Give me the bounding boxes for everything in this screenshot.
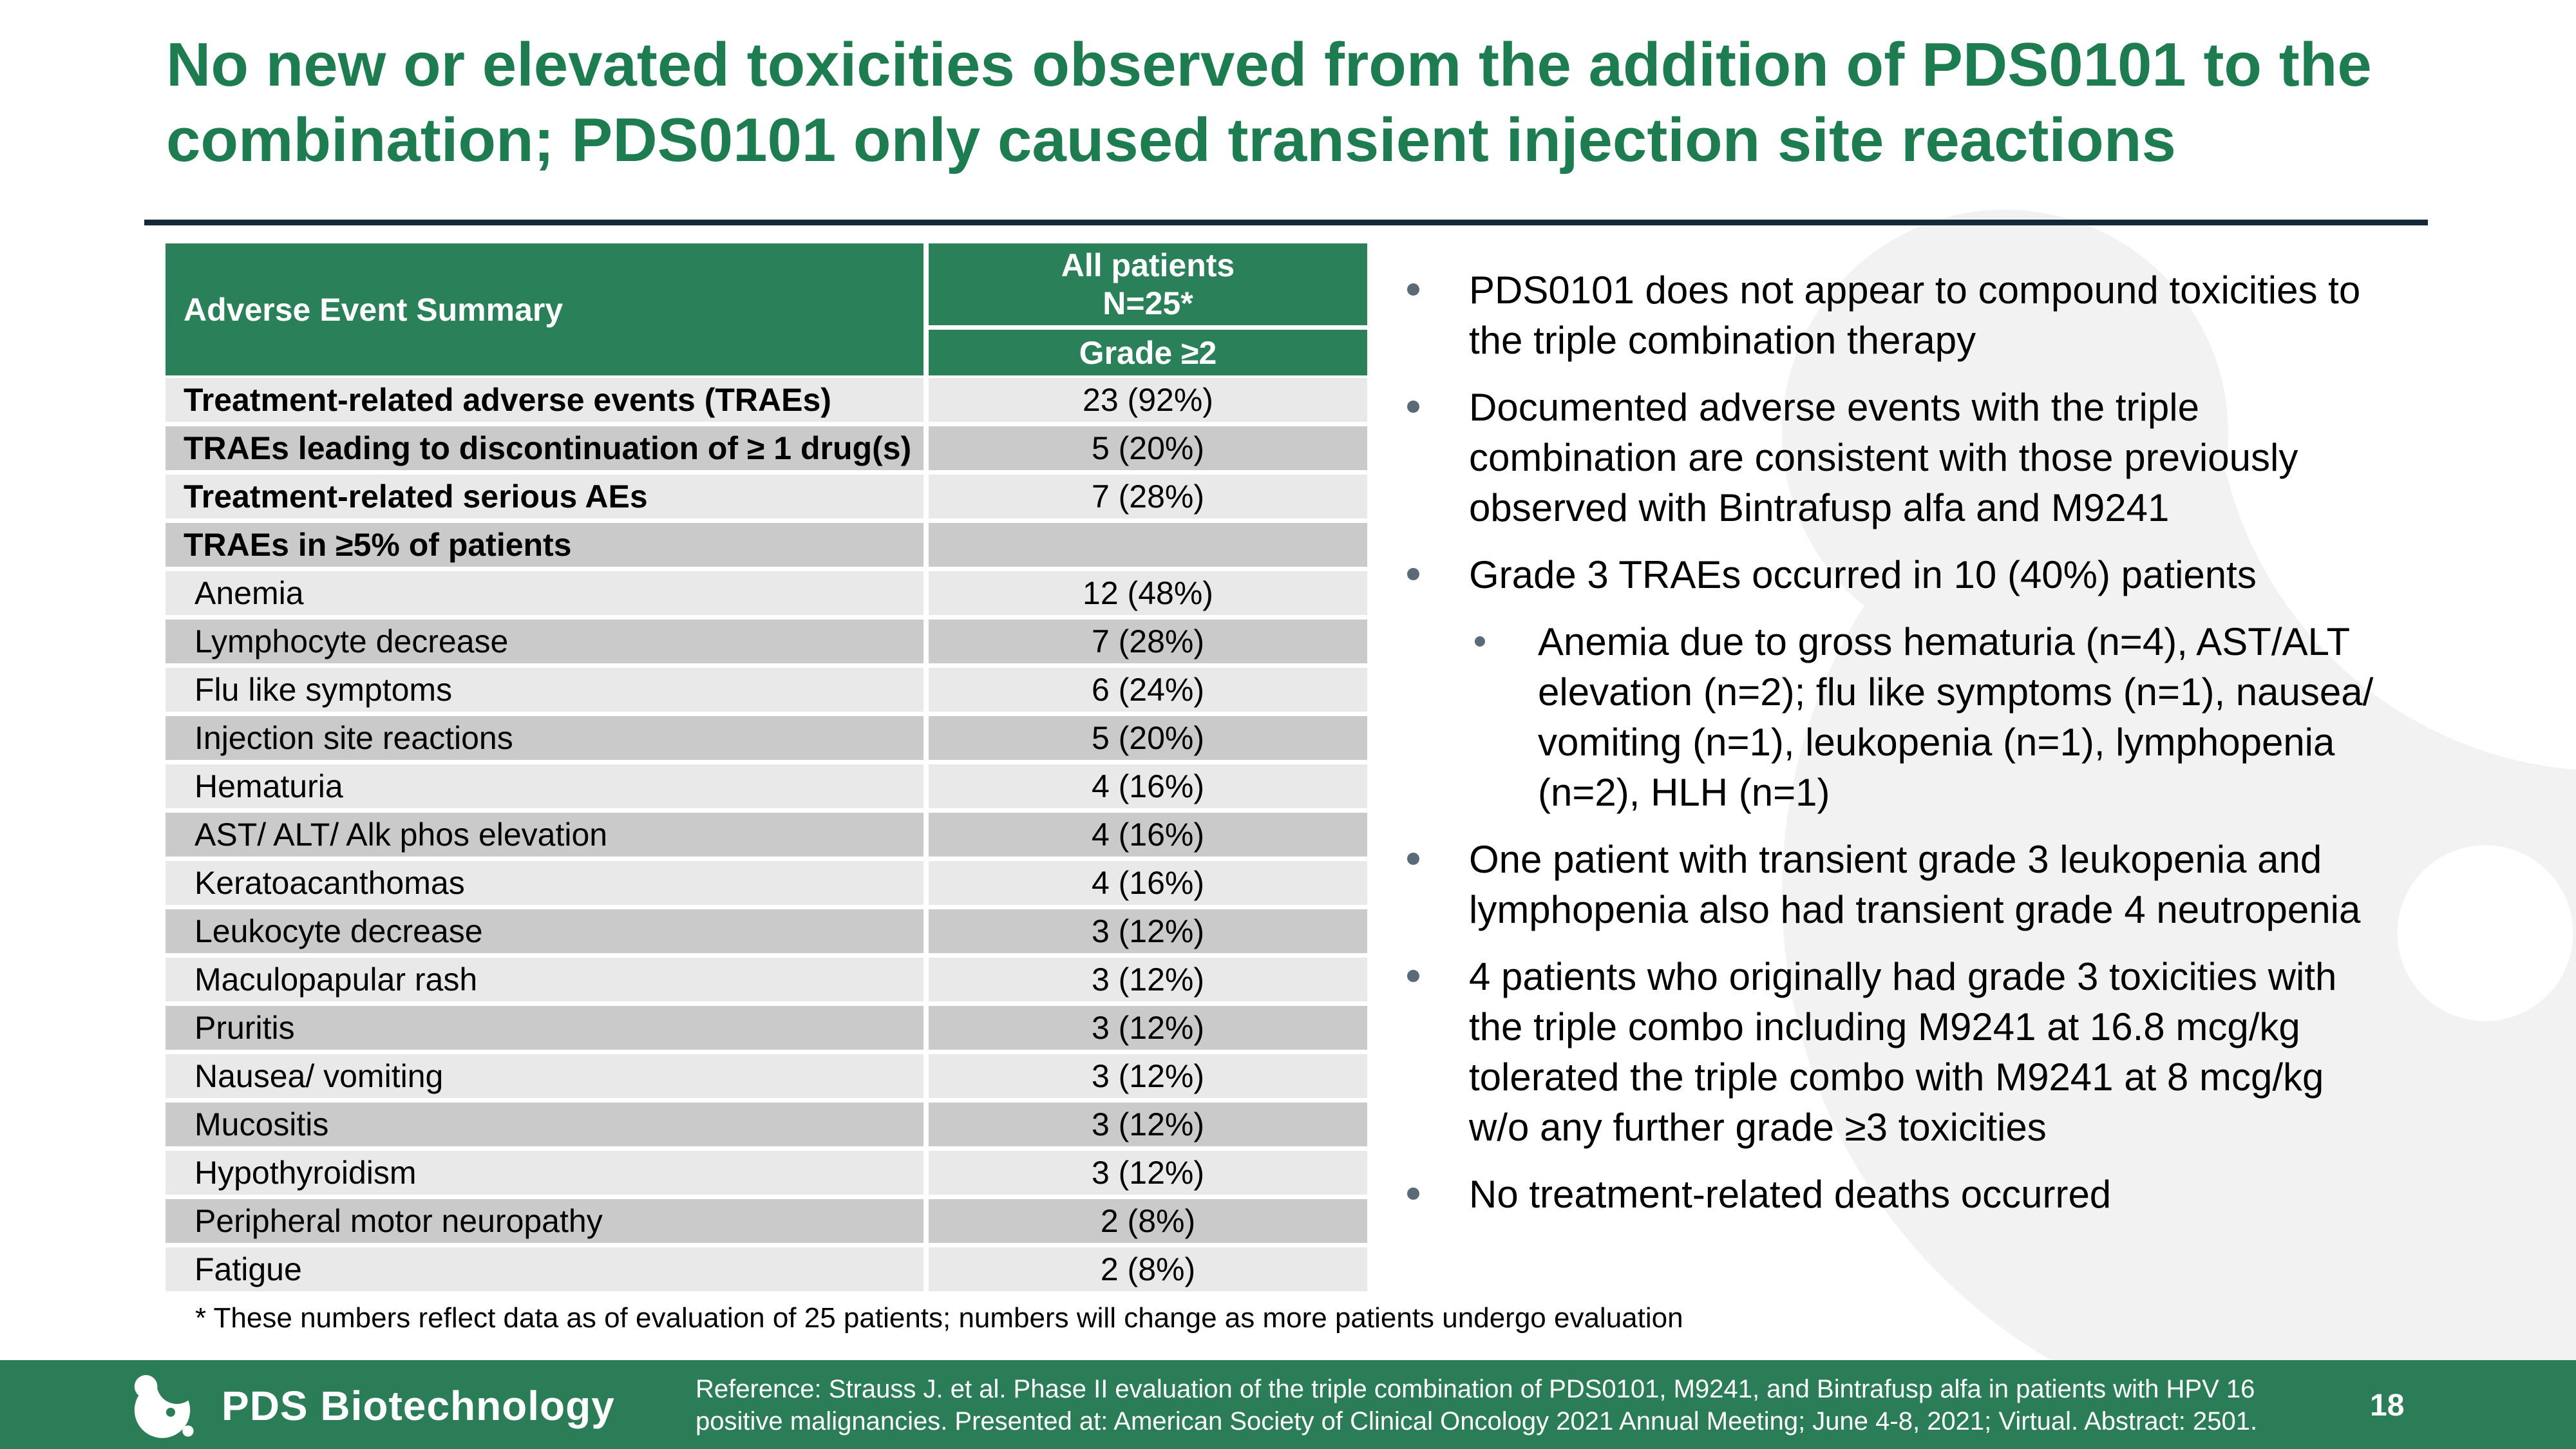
row-value: 5 (20%) xyxy=(929,716,1367,760)
row-value: 3 (12%) xyxy=(929,1151,1367,1195)
bullet-text: PDS0101 does not appear to compound toxi… xyxy=(1469,269,2361,362)
table-row: Maculopapular rash 3 (12%) xyxy=(166,958,1367,1001)
table-row: Peripheral motor neuropathy 2 (8%) xyxy=(166,1199,1367,1243)
n-count-label: N=25* xyxy=(1103,285,1193,321)
bullet-icon xyxy=(1407,853,1419,865)
row-label: TRAEs in ≥5% of patients xyxy=(166,523,923,567)
column-header-grade: Grade ≥2 xyxy=(929,330,1367,375)
bullet-item: Grade 3 TRAEs occurred in 10 (40%) patie… xyxy=(1407,550,2541,600)
bullet-text: No treatment-related deaths occurred xyxy=(1469,1173,2112,1216)
table-row: Nausea/ vomiting 3 (12%) xyxy=(166,1054,1367,1098)
bullet-text: Documented adverse events with the tripl… xyxy=(1469,386,2298,529)
row-label: Peripheral motor neuropathy xyxy=(166,1199,923,1243)
bullet-item: 4 patients who originally had grade 3 to… xyxy=(1407,952,2541,1153)
column-header-group: All patients N=25* Grade ≥2 xyxy=(929,243,1367,375)
row-value: 6 (24%) xyxy=(929,668,1367,712)
row-label: Nausea/ vomiting xyxy=(166,1054,923,1098)
bullet-icon xyxy=(1407,283,1419,296)
bullet-icon xyxy=(1407,1188,1419,1200)
row-value: 7 (28%) xyxy=(929,475,1367,518)
page-title: No new or elevated toxicities observed f… xyxy=(166,30,2372,175)
table-row: Hypothyroidism 3 (12%) xyxy=(166,1151,1367,1195)
bullet-text: 4 patients who originally had grade 3 to… xyxy=(1469,955,2337,1149)
table-header-row: Adverse Event Summary All patients N=25*… xyxy=(166,243,1367,375)
row-label: Treatment-related serious AEs xyxy=(166,475,923,518)
bullet-item: No treatment-related deaths occurred xyxy=(1407,1170,2541,1220)
table-row: Anemia 12 (48%) xyxy=(166,571,1367,615)
bullet-text: One patient with transient grade 3 leuko… xyxy=(1469,838,2361,931)
row-value: 7 (28%) xyxy=(929,620,1367,663)
row-label: Pruritis xyxy=(166,1006,923,1050)
row-value: 4 (16%) xyxy=(929,813,1367,857)
table-footnote: * These numbers reflect data as of evalu… xyxy=(195,1302,1683,1334)
table-row: Hematuria 4 (16%) xyxy=(166,764,1367,808)
row-label: Mucositis xyxy=(166,1103,923,1146)
table-body: Treatment-related adverse events (TRAEs)… xyxy=(166,378,1367,1291)
page-number: 18 xyxy=(2370,1388,2405,1423)
adverse-event-table: Adverse Event Summary All patients N=25*… xyxy=(166,243,1367,1296)
row-label: Lymphocyte decrease xyxy=(166,620,923,663)
column-header-all-patients: All patients N=25* xyxy=(929,243,1367,325)
column-header-adverse-event-summary: Adverse Event Summary xyxy=(166,243,923,375)
table-row: TRAEs in ≥5% of patients xyxy=(166,523,1367,567)
table-row: TRAEs leading to discontinuation of ≥ 1 … xyxy=(166,426,1367,470)
table-row: Treatment-related adverse events (TRAEs)… xyxy=(166,378,1367,422)
row-value: 3 (12%) xyxy=(929,1054,1367,1098)
table-row: Mucositis 3 (12%) xyxy=(166,1103,1367,1146)
table-row: Fatigue 2 (8%) xyxy=(166,1247,1367,1291)
bullet-icon xyxy=(1407,568,1419,580)
pds-logo-icon xyxy=(128,1369,197,1439)
bullet-text: Grade 3 TRAEs occurred in 10 (40%) patie… xyxy=(1469,553,2257,596)
reference-text: Reference: Strauss J. et al. Phase II ev… xyxy=(696,1375,2258,1435)
bullet-icon xyxy=(1407,401,1419,413)
table-row: AST/ ALT/ Alk phos elevation 4 (16%) xyxy=(166,813,1367,857)
row-value: 5 (20%) xyxy=(929,426,1367,470)
key-points-list: PDS0101 does not appear to compound toxi… xyxy=(1407,265,2541,1236)
sub-bullet-item: Anemia due to gross hematuria (n=4), AST… xyxy=(1475,617,2541,818)
row-value: 3 (12%) xyxy=(929,1006,1367,1050)
row-value: 2 (8%) xyxy=(929,1199,1367,1243)
table-row: Lymphocyte decrease 7 (28%) xyxy=(166,620,1367,663)
table-row: Keratoacanthomas 4 (16%) xyxy=(166,861,1367,905)
row-label: Hypothyroidism xyxy=(166,1151,923,1195)
row-label: Injection site reactions xyxy=(166,716,923,760)
table-row: Flu like symptoms 6 (24%) xyxy=(166,668,1367,712)
row-label: Treatment-related adverse events (TRAEs) xyxy=(166,378,923,422)
bullet-item: One patient with transient grade 3 leuko… xyxy=(1407,835,2541,935)
all-patients-label: All patients xyxy=(1061,247,1235,283)
row-label: Leukocyte decrease xyxy=(166,909,923,953)
row-value: 4 (16%) xyxy=(929,861,1367,905)
row-value: 2 (8%) xyxy=(929,1247,1367,1291)
table-row: Injection site reactions 5 (20%) xyxy=(166,716,1367,760)
row-label: Fatigue xyxy=(166,1247,923,1291)
table-row: Leukocyte decrease 3 (12%) xyxy=(166,909,1367,953)
footer-bar: PDS Biotechnology Reference: Strauss J. … xyxy=(0,1360,2576,1449)
row-label: Flu like symptoms xyxy=(166,668,923,712)
title-divider xyxy=(144,220,2428,225)
row-label: TRAEs leading to discontinuation of ≥ 1 … xyxy=(166,426,923,470)
bullet-item: PDS0101 does not appear to compound toxi… xyxy=(1407,265,2541,366)
table-row: Pruritis 3 (12%) xyxy=(166,1006,1367,1050)
table-row: Treatment-related serious AEs 7 (28%) xyxy=(166,475,1367,518)
row-label: Keratoacanthomas xyxy=(166,861,923,905)
row-value: 3 (12%) xyxy=(929,1103,1367,1146)
row-value: 4 (16%) xyxy=(929,764,1367,808)
row-value: 3 (12%) xyxy=(929,958,1367,1001)
row-value: 3 (12%) xyxy=(929,909,1367,953)
row-label: Hematuria xyxy=(166,764,923,808)
brand-name: PDS Biotechnology xyxy=(222,1383,615,1429)
row-value: 12 (48%) xyxy=(929,571,1367,615)
bullet-item: Documented adverse events with the tripl… xyxy=(1407,383,2541,533)
row-label: Anemia xyxy=(166,571,923,615)
bullet-text: Anemia due to gross hematuria (n=4), AST… xyxy=(1538,620,2374,814)
row-value: 23 (92%) xyxy=(929,378,1367,422)
bullet-icon xyxy=(1407,970,1419,982)
row-label: AST/ ALT/ Alk phos elevation xyxy=(166,813,923,857)
row-value xyxy=(929,523,1367,567)
row-label: Maculopapular rash xyxy=(166,958,923,1001)
pds-logo-watermark-icon xyxy=(1647,95,2576,1447)
bullet-icon xyxy=(1475,636,1485,647)
